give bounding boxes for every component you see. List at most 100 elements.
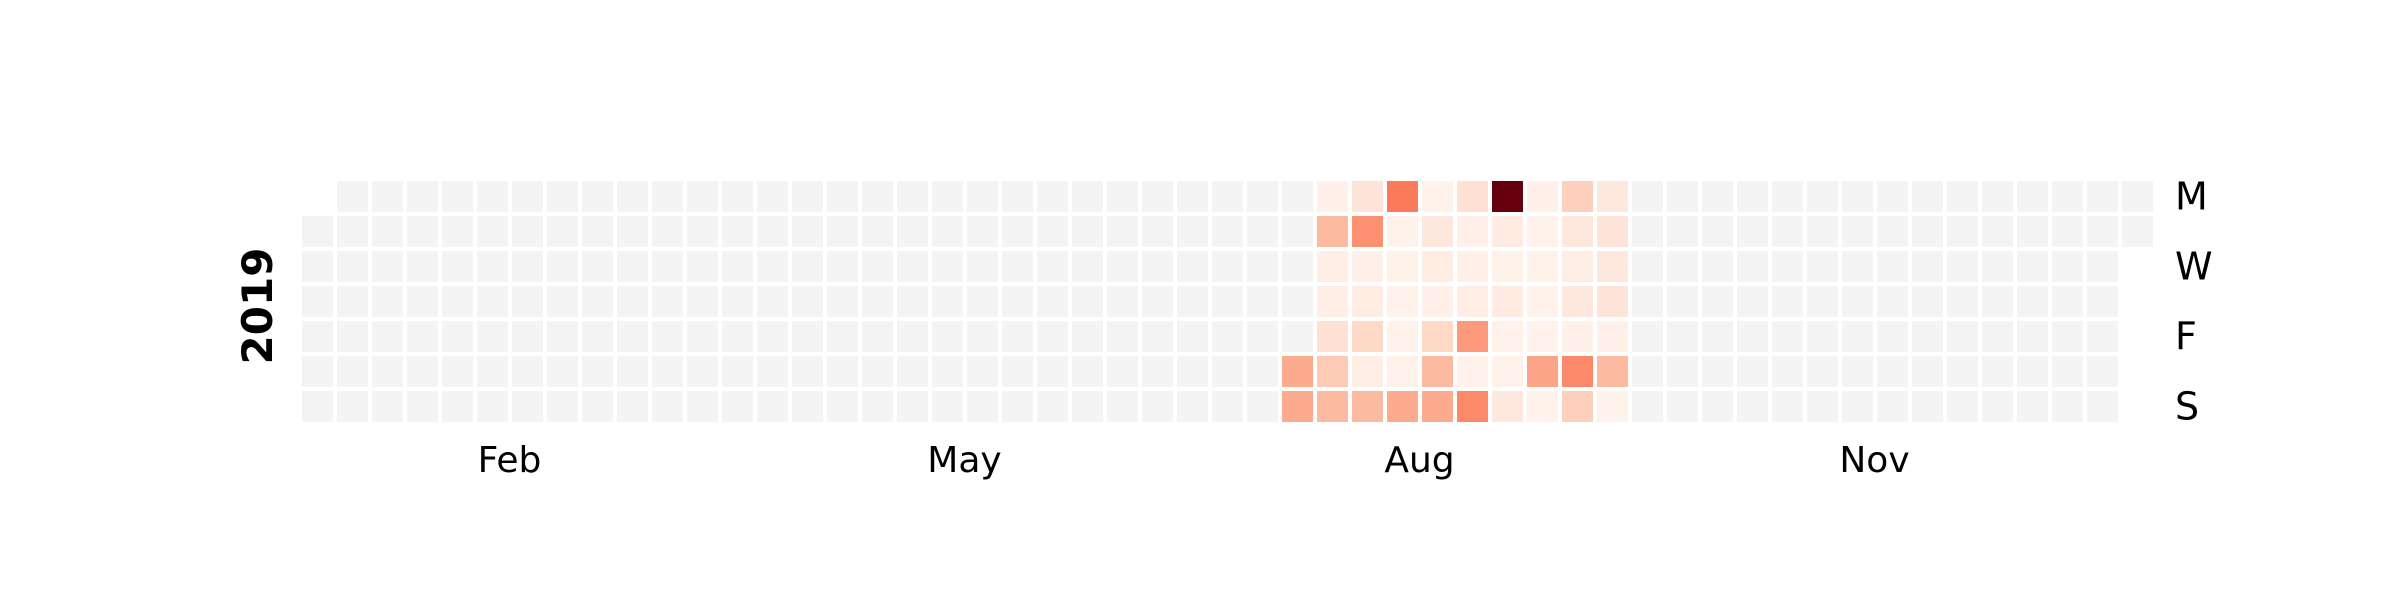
heatmap-cell (1667, 356, 1698, 387)
heatmap-cell (547, 356, 578, 387)
heatmap-cell (1387, 391, 1418, 422)
heatmap-cell (1352, 286, 1383, 317)
heatmap-cell (1002, 286, 1033, 317)
heatmap-cell (1947, 321, 1978, 352)
heatmap-cell (1527, 286, 1558, 317)
heatmap-cell (757, 321, 788, 352)
heatmap-cell (2122, 216, 2153, 247)
heatmap-cell (477, 286, 508, 317)
heatmap-cell (1947, 251, 1978, 282)
heatmap-cell (407, 286, 438, 317)
heatmap-cell (1072, 216, 1103, 247)
heatmap-cell (512, 181, 543, 212)
heatmap-cell (652, 181, 683, 212)
heatmap-cell (862, 286, 893, 317)
heatmap-cell (1072, 181, 1103, 212)
heatmap-cell (1107, 356, 1138, 387)
heatmap-cell (1387, 216, 1418, 247)
day-label-m: M (2175, 175, 2208, 219)
heatmap-cell (2017, 321, 2048, 352)
heatmap-cell (477, 356, 508, 387)
heatmap-cell (547, 216, 578, 247)
heatmap-cell (2087, 286, 2118, 317)
heatmap-cell (1877, 321, 1908, 352)
heatmap-cell (1072, 356, 1103, 387)
heatmap-cell (1562, 391, 1593, 422)
heatmap-cell (2052, 216, 2083, 247)
heatmap-cell (372, 286, 403, 317)
heatmap-cell (1947, 216, 1978, 247)
heatmap-cell (1247, 356, 1278, 387)
heatmap-cell (1737, 286, 1768, 317)
heatmap-cell (1107, 391, 1138, 422)
day-label-f: F (2175, 315, 2197, 359)
heatmap-cell (1142, 391, 1173, 422)
heatmap-cell (687, 251, 718, 282)
heatmap-cell (862, 216, 893, 247)
heatmap-cell (967, 216, 998, 247)
heatmap-cell (1002, 181, 1033, 212)
heatmap-cell (897, 356, 928, 387)
heatmap-cell (932, 181, 963, 212)
heatmap-cell (337, 321, 368, 352)
heatmap-cell (1667, 321, 1698, 352)
heatmap-cell (372, 181, 403, 212)
heatmap-cell (1072, 286, 1103, 317)
heatmap-cell (372, 251, 403, 282)
heatmap-cell (1247, 216, 1278, 247)
heatmap-cell (2087, 356, 2118, 387)
heatmap-cell (372, 216, 403, 247)
heatmap-cell (1982, 251, 2013, 282)
heatmap-cell (1737, 321, 1768, 352)
heatmap-cell (1282, 216, 1313, 247)
heatmap-cell (302, 216, 333, 247)
heatmap-cell (652, 356, 683, 387)
heatmap-cell (1352, 216, 1383, 247)
heatmap-cell (1912, 181, 1943, 212)
heatmap-cell (827, 391, 858, 422)
heatmap-cell (1422, 181, 1453, 212)
heatmap-cell (1912, 216, 1943, 247)
heatmap-cell (2017, 251, 2048, 282)
heatmap-cell (302, 391, 333, 422)
heatmap-cell (967, 251, 998, 282)
heatmap-cell (1842, 216, 1873, 247)
heatmap-cell (722, 181, 753, 212)
heatmap-cell (1702, 181, 1733, 212)
heatmap-cell (897, 251, 928, 282)
heatmap-cell (372, 391, 403, 422)
heatmap-cell (1142, 286, 1173, 317)
heatmap-cell (1457, 391, 1488, 422)
heatmap-cell (1877, 216, 1908, 247)
heatmap-cell (1632, 356, 1663, 387)
heatmap-cell (477, 321, 508, 352)
heatmap-cell (687, 321, 718, 352)
heatmap-cell (1142, 251, 1173, 282)
heatmap-cell (1317, 356, 1348, 387)
heatmap-cell (1597, 286, 1628, 317)
heatmap-cell (1177, 286, 1208, 317)
heatmap-cell (477, 391, 508, 422)
heatmap-cell (1387, 356, 1418, 387)
heatmap-cell (1877, 251, 1908, 282)
heatmap-cell (1912, 391, 1943, 422)
heatmap-cell (1107, 251, 1138, 282)
heatmap-cell (1177, 321, 1208, 352)
heatmap-cell (407, 181, 438, 212)
heatmap-cell (1037, 251, 1068, 282)
heatmap-cell (1317, 181, 1348, 212)
heatmap-cell (1457, 356, 1488, 387)
heatmap-cell (1422, 286, 1453, 317)
heatmap-cell (897, 216, 928, 247)
heatmap-cell (582, 251, 613, 282)
heatmap-cell (1177, 391, 1208, 422)
heatmap-cell (897, 391, 928, 422)
heatmap-cell (1352, 356, 1383, 387)
heatmap-cell (1877, 286, 1908, 317)
heatmap-cell (337, 216, 368, 247)
heatmap-cell (337, 356, 368, 387)
heatmap-cell (1282, 356, 1313, 387)
heatmap-cell (1212, 286, 1243, 317)
heatmap-cell (1037, 391, 1068, 422)
heatmap-cell (617, 356, 648, 387)
